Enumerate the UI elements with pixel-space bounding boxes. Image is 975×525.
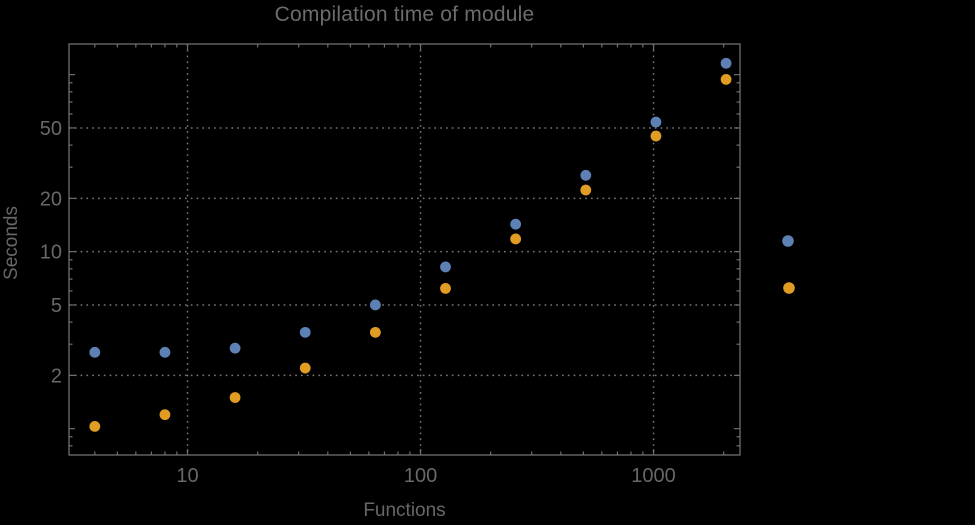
data-point-orange bbox=[580, 184, 592, 196]
x-axis-label: Functions bbox=[363, 500, 446, 521]
legend-marker-blue bbox=[782, 235, 794, 247]
y-tick-label: 50 bbox=[40, 118, 62, 140]
data-point-blue bbox=[89, 346, 101, 358]
data-point-orange bbox=[650, 130, 662, 142]
chart-title: Compilation time of module bbox=[274, 3, 535, 26]
x-tick-label: 1000 bbox=[631, 465, 676, 487]
x-tick-label: 100 bbox=[404, 465, 437, 487]
data-point-orange bbox=[440, 283, 451, 294]
data-point-blue bbox=[650, 116, 662, 128]
x-tick-label: 10 bbox=[176, 465, 198, 487]
data-point-blue bbox=[159, 346, 171, 358]
data-point-blue bbox=[229, 342, 241, 354]
data-point-blue bbox=[299, 326, 311, 338]
data-point-blue bbox=[369, 299, 381, 311]
data-point-blue bbox=[510, 218, 522, 230]
data-point-orange bbox=[299, 362, 311, 374]
data-point-orange bbox=[369, 326, 381, 338]
y-axis-label: Seconds bbox=[1, 206, 22, 280]
data-point-orange bbox=[159, 409, 171, 421]
data-point-orange bbox=[720, 74, 732, 85]
data-point-orange bbox=[229, 392, 241, 403]
plot-frame bbox=[68, 43, 741, 456]
data-point-blue bbox=[580, 169, 592, 181]
y-tick-label: 2 bbox=[51, 365, 62, 387]
data-point-orange bbox=[89, 420, 101, 432]
data-point-blue bbox=[720, 57, 732, 69]
y-tick-label: 5 bbox=[51, 295, 62, 317]
data-point-blue bbox=[440, 261, 451, 273]
data-point-orange bbox=[510, 233, 522, 245]
legend-marker-orange bbox=[783, 282, 795, 294]
y-tick-label: 10 bbox=[40, 242, 62, 264]
y-tick-label: 20 bbox=[40, 188, 62, 210]
